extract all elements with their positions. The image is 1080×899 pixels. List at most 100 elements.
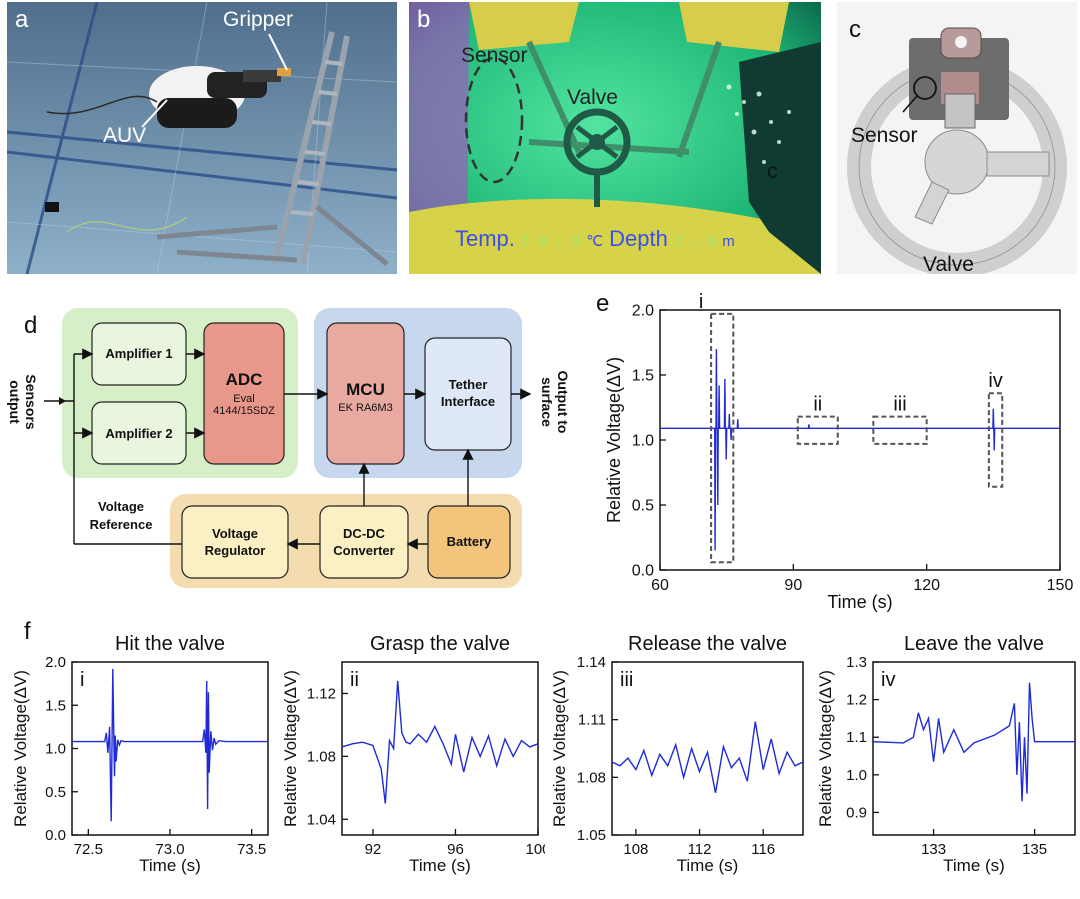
y-tick-label: 0.5 [45,784,66,801]
series-line [72,668,268,822]
valve-label-c: Valve [923,253,974,274]
y-tick-label: 0.0 [45,827,66,844]
adc-sub2: 4144/15SDZ [213,405,275,417]
output-surface-line1: Output to [555,370,571,434]
y-axis-label: Relative Voltage(ΔV) [816,670,835,827]
y-axis-label: Relative Voltage(ΔV) [604,357,624,523]
chart-title: Release the valve [628,633,787,655]
corner-label-b: c [767,160,778,183]
dcdc-line2: Converter [333,543,395,558]
panel-e-letter: e [596,290,610,317]
highlight-label: iv [988,370,1002,392]
mcu-title: MCU [346,380,385,399]
x-axis-label: Time (s) [827,592,892,612]
panel-corner-label: ii [350,669,359,691]
panel-corner-label: i [80,669,84,691]
panel-b-letter: b [417,6,431,33]
depth-label: Depth [609,226,668,251]
valve-render-illustration [847,27,1067,274]
chart-title: Leave the valve [904,633,1044,655]
x-tick-label: 135 [1022,841,1047,858]
chart-f-ii: 92 96 100 1.04 1.08 1.12 Time (s) Relative Volt… [281,633,545,875]
y-tick-label: 2.0 [45,654,66,671]
x-axis-label: Time (s) [677,856,739,875]
y-tick-label: 1.5 [45,697,66,714]
y-tick-label: 1.08 [577,769,606,786]
tether-label: Tether Interface [425,376,511,410]
x-tick-label: 90 [784,577,802,594]
dcdc-label: DC-DC Converter [320,525,408,559]
highlight-box [987,392,1004,488]
hud-readout: Temp. 3 0 . 8 ℃ Depth 2 . 6 m [455,226,735,252]
x-tick-label: 73.5 [237,841,266,858]
panel-a-letter: a [15,6,29,33]
highlight-label: iii [893,394,906,416]
x-tick-label: 116 [751,841,775,858]
vref-line1: Voltage [98,499,144,514]
plot-frame [611,661,804,836]
tether-line2: Interface [440,394,496,409]
x-tick-label: 96 [447,841,464,858]
y-tick-label: 1.1 [846,729,867,746]
panel-c-letter: c [849,16,861,43]
dcdc-line1: DC-DC [343,526,385,541]
regulator-line2: Regulator [204,543,266,558]
temp-value: 3 0 . 8 [521,234,581,250]
y-tick-label: 1.14 [577,654,606,671]
x-tick-label: 112 [688,841,712,858]
y-tick-label: 1.05 [577,827,606,844]
temp-label: Temp. [455,226,515,251]
y-tick-label: 1.2 [846,692,867,709]
series-line [872,682,1075,802]
series-line [611,721,804,793]
y-tick-label: 1.08 [307,748,336,765]
highlight-box [872,415,928,445]
x-axis-label: Time (s) [409,856,471,875]
vref-label: Voltage Reference [76,498,166,534]
panel-corner-label: iii [620,669,633,691]
panel-f-letter: f [24,618,31,645]
adc-sub1: Eval [233,393,255,405]
x-tick-label: 92 [365,841,382,858]
amplifier-1-label: Amplifier 1 [105,346,173,361]
plot-frame [71,661,269,836]
y-axis-label: Relative Voltage(ΔV) [281,670,300,827]
y-tick-label: 1.0 [632,432,654,449]
panel-a-pointers [141,33,288,128]
chart-title: Grasp the valve [370,633,510,655]
y-tick-label: 0.0 [632,562,654,579]
y-tick-label: 0.5 [632,497,654,514]
x-tick-label: 73.0 [155,841,184,858]
y-tick-label: 1.0 [45,741,66,758]
tether-line1: Tether [448,377,488,392]
depth-value: 2 . 6 [674,234,717,250]
y-tick-label: 1.11 [578,712,606,729]
vref-line2: Reference [89,517,153,532]
highlight-box [796,415,839,445]
x-tick-label: 108 [623,841,648,858]
x-tick-label: 150 [1047,577,1074,594]
sensors-output-line1: Sensors [23,374,39,430]
amplifier-2-label: Amplifier 2 [105,426,173,441]
adc-title: ADC [225,370,263,389]
x-tick-label: 100 [525,841,545,858]
chart-f-i: 72.5 73.0 73.5 0.0 0.5 1.0 1.5 2.0 Time (s) Relat… [11,633,269,875]
sensors-output-line2: output [7,380,23,424]
x-axis-label: Time (s) [943,856,1005,875]
plot-frame [659,309,1061,571]
x-tick-label: 60 [651,577,669,594]
y-tick-label: 1.5 [632,367,654,384]
y-tick-label: 1.12 [307,685,336,702]
diagram-labels: Sensors output Output to surface Amplifi… [0,296,590,596]
series-line [341,680,539,804]
output-surface-label: Output to surface [539,362,571,442]
battery-block [427,505,511,579]
x-tick-label: 120 [913,577,940,594]
auv-label: AUV [103,124,147,147]
y-tick-label: 2.0 [632,302,654,319]
photo-valve-underwater: b Sensor Valve c Temp. 3 0 . 8 ℃ Depth 2… [409,2,821,274]
y-axis-label: Relative Voltage(ΔV) [11,670,30,827]
gripper-label: Gripper [223,8,294,31]
auv-pool-illustration [7,2,397,274]
depth-unit: m [722,233,735,250]
